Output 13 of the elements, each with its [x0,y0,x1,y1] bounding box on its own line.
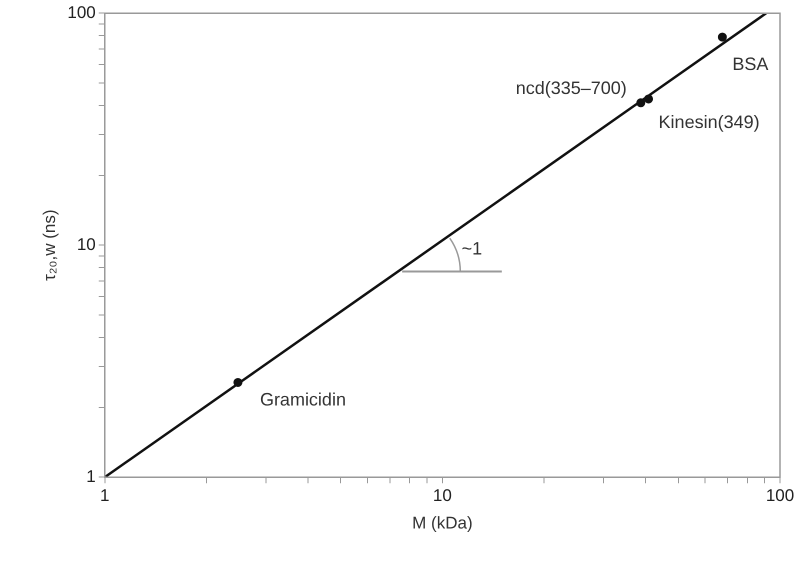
x-axis-title: M (kDa) [412,513,473,532]
x-tick-label: 10 [432,486,452,506]
x-tick-label: 100 [766,486,794,506]
y-tick-label: 100 [67,2,96,22]
annotation: ~1 [462,238,482,258]
x-tick-label: 1 [100,486,110,506]
annotation: Gramicidin [260,389,346,410]
annotation: Kinesin(349) [658,112,760,132]
annotation: BSA [732,54,768,74]
y-axis-title: τ₂₀,w (ns) [40,210,59,281]
y-tick-label: 1 [86,466,96,486]
y-tick-label: 10 [76,234,96,254]
annotation: ncd(335–700) [516,78,627,98]
